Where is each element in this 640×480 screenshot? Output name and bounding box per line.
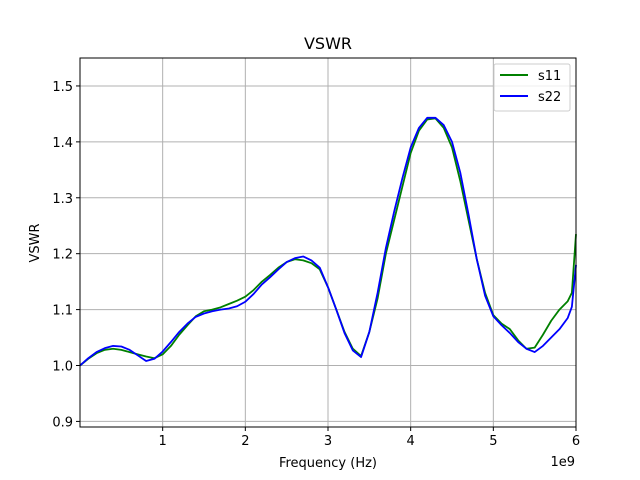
y-tick-label: 0.9: [52, 415, 73, 430]
chart-title: VSWR: [304, 34, 352, 53]
x-axis-label: Frequency (Hz): [279, 456, 377, 471]
series-line-s22: [79, 116, 577, 367]
x-tick-label: 3: [324, 434, 332, 449]
legend-label-s11: s11: [538, 69, 561, 84]
grid: [80, 58, 577, 427]
x-tick-label: 2: [241, 434, 249, 449]
series-layer: [79, 116, 577, 367]
legend-label-s22: s22: [538, 90, 561, 105]
x-tick-label: 5: [489, 434, 497, 449]
ticks: 1 2 3 4 5 6 0.9 1.0 1.1 1.2 1.3 1.4 1.5: [52, 80, 580, 449]
y-tick-label: 1.3: [52, 192, 73, 207]
x-tick-label: 6: [572, 434, 580, 449]
legend: s11 s22: [493, 63, 571, 112]
y-tick-label: 1.1: [52, 304, 73, 319]
y-tick-label: 1.4: [52, 136, 73, 151]
y-tick-label: 1.2: [52, 248, 73, 263]
x-tick-label: 1: [159, 434, 167, 449]
y-tick-label: 1.0: [52, 360, 73, 375]
x-axis-offset-text: 1e9: [550, 455, 575, 470]
y-axis-label: VSWR: [28, 223, 43, 262]
x-tick-label: 4: [407, 434, 415, 449]
y-tick-label: 1.5: [52, 80, 73, 95]
